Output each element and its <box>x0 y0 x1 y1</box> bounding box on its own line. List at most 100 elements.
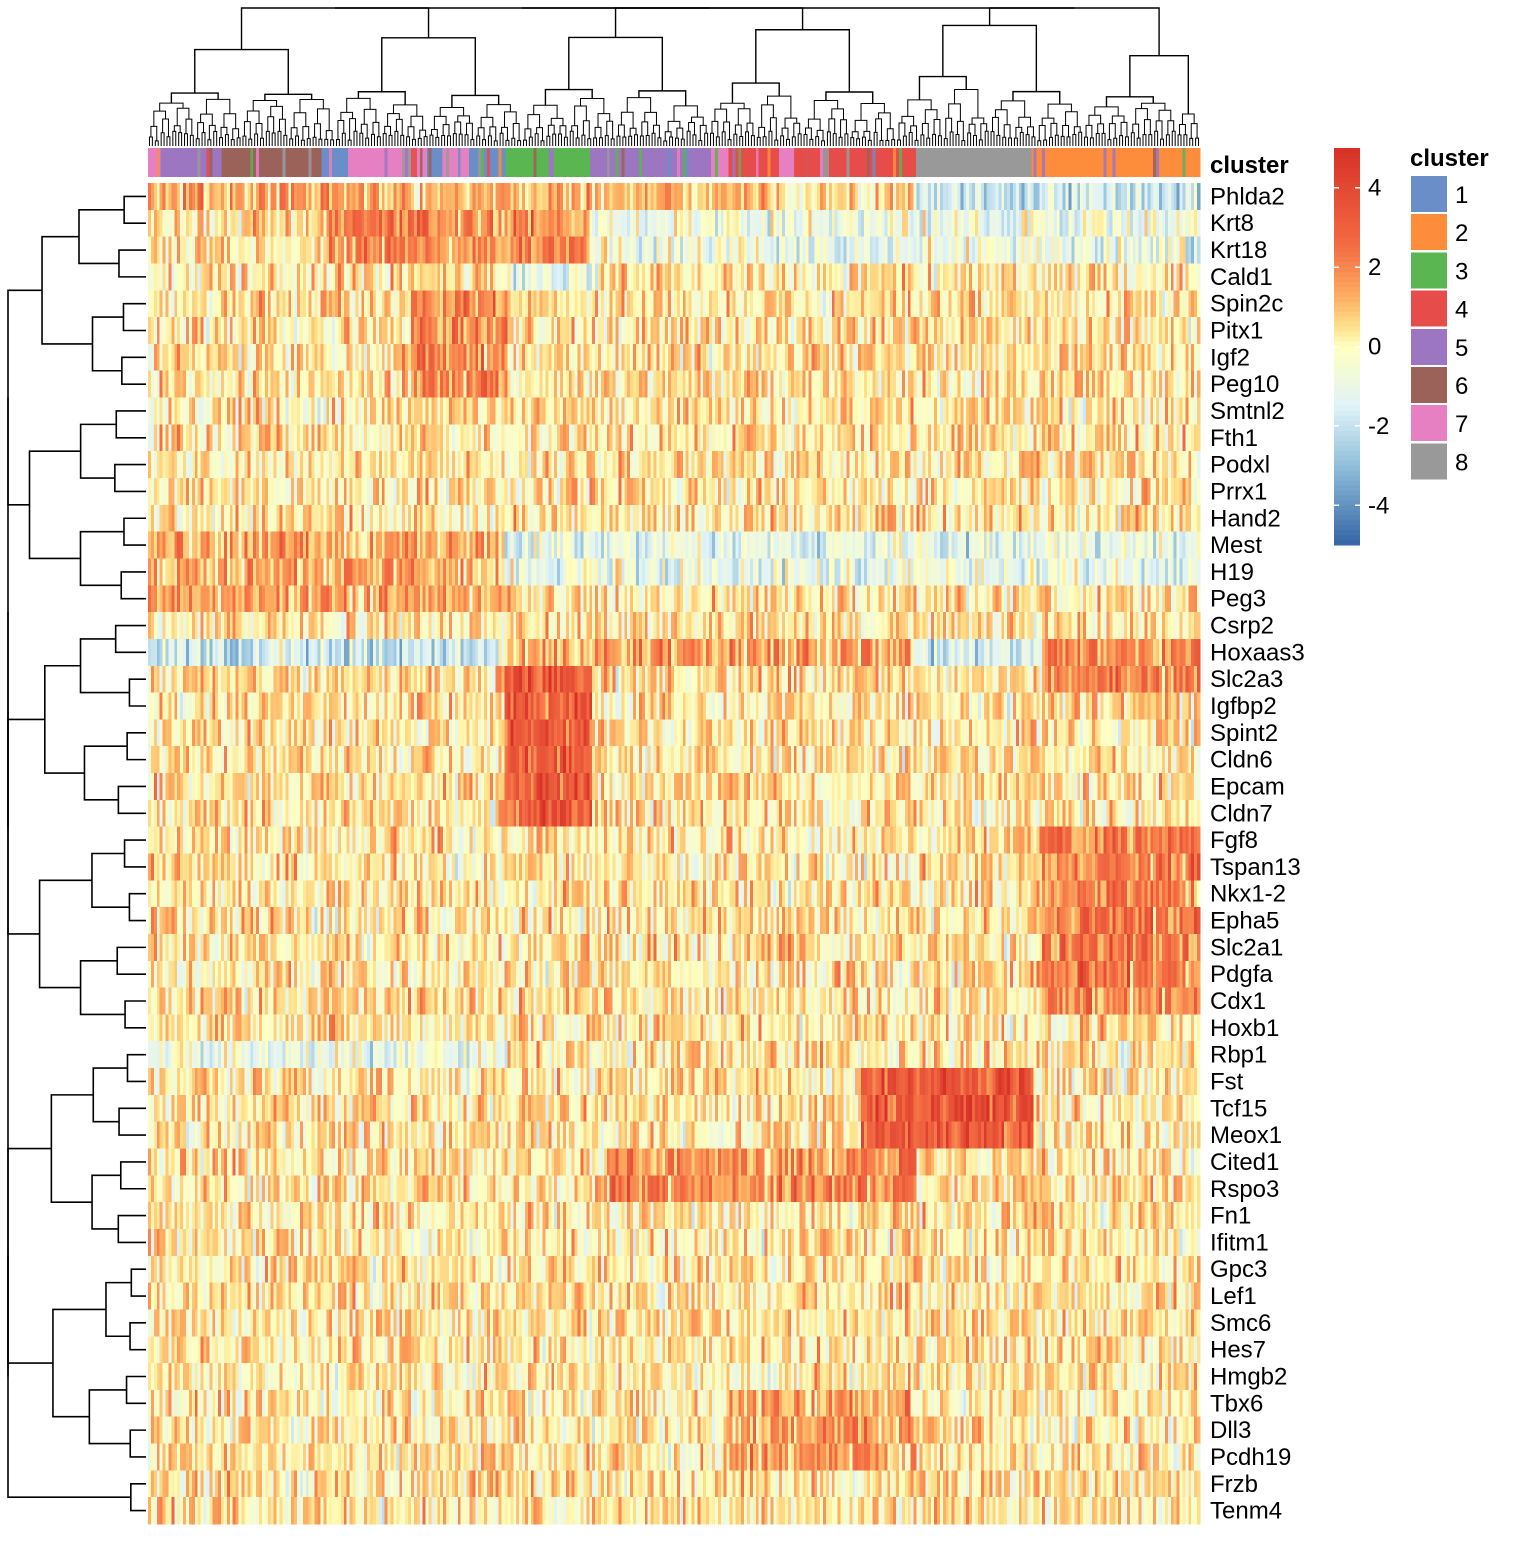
heatmap-cell <box>1054 371 1057 398</box>
heatmap-cell <box>230 424 233 451</box>
heatmap-cell <box>940 398 943 425</box>
heatmap-cell <box>379 237 382 264</box>
heatmap-cell <box>718 317 721 344</box>
column-dendrogram-branch <box>255 134 258 146</box>
column-dendrogram-branch <box>173 131 176 146</box>
heatmap-cell <box>817 398 820 425</box>
heatmap-cell <box>388 317 391 344</box>
heatmap-cell <box>253 344 256 371</box>
heatmap-cell <box>689 237 692 264</box>
heatmap-cell <box>288 183 291 210</box>
heatmap-cell <box>429 290 432 317</box>
heatmap-cell <box>738 451 741 478</box>
heatmap-cell <box>174 263 177 290</box>
heatmap-row-Phlda2 <box>148 183 1200 210</box>
heatmap-cell <box>522 237 525 264</box>
heatmap-cell <box>402 263 405 290</box>
heatmap-cell <box>157 317 160 344</box>
heatmap-cell <box>455 505 458 532</box>
heatmap-cell <box>303 237 306 264</box>
heatmap-cell <box>718 210 721 237</box>
heatmap-cell <box>987 424 990 451</box>
column-dendrogram-branch <box>990 8 1159 56</box>
heatmap-cell <box>332 210 335 237</box>
heatmap-cell <box>627 290 630 317</box>
heatmap-cell <box>455 451 458 478</box>
heatmap-cell <box>797 398 800 425</box>
heatmap-cell <box>686 371 689 398</box>
heatmap-cell <box>949 183 952 210</box>
heatmap-cell <box>592 478 595 505</box>
column-dendrogram-branch <box>769 131 772 146</box>
heatmap-cell <box>902 237 905 264</box>
heatmap-cell <box>262 398 265 425</box>
heatmap-cell <box>446 505 449 532</box>
heatmap-cell <box>195 237 198 264</box>
heatmap-cell <box>1054 478 1057 505</box>
heatmap-cell <box>180 290 183 317</box>
heatmap-cell <box>683 398 686 425</box>
heatmap-cell <box>545 344 548 371</box>
heatmap-cell <box>180 183 183 210</box>
heatmap-cell <box>1080 237 1083 264</box>
heatmap-cell <box>1004 344 1007 371</box>
heatmap-cell <box>881 210 884 237</box>
heatmap-cell <box>776 424 779 451</box>
heatmap-cell <box>1095 210 1098 237</box>
heatmap-cell <box>683 478 686 505</box>
heatmap-cell <box>323 290 326 317</box>
heatmap-cell <box>788 210 791 237</box>
heatmap-cell <box>1104 451 1107 478</box>
heatmap-cell <box>1004 263 1007 290</box>
heatmap-cell <box>578 371 581 398</box>
heatmap-cell <box>545 478 548 505</box>
column-dendrogram-branch <box>962 141 965 146</box>
heatmap-cell <box>452 371 455 398</box>
heatmap-cell <box>1150 317 1153 344</box>
heatmap-cell <box>747 424 750 451</box>
heatmap-cell <box>876 290 879 317</box>
heatmap-cell <box>320 424 323 451</box>
heatmap-cell <box>978 290 981 317</box>
heatmap-cell <box>393 451 396 478</box>
heatmap-cell <box>841 344 844 371</box>
heatmap-cell <box>931 317 934 344</box>
heatmap-cell <box>984 398 987 425</box>
heatmap-cell <box>446 424 449 451</box>
heatmap-cell <box>1185 424 1188 451</box>
heatmap-cell <box>627 263 630 290</box>
heatmap-cell <box>630 344 633 371</box>
row-dendrogram-branch <box>116 411 146 438</box>
heatmap-cell <box>402 237 405 264</box>
heatmap-cell <box>1071 344 1074 371</box>
heatmap-cell <box>838 317 841 344</box>
heatmap-cell <box>183 344 186 371</box>
heatmap-cell <box>163 451 166 478</box>
heatmap-cell <box>1150 398 1153 425</box>
heatmap-cell <box>288 317 291 344</box>
heatmap-cell <box>735 237 738 264</box>
heatmap-cell <box>411 183 414 210</box>
heatmap-cell <box>189 478 192 505</box>
heatmap-cell <box>601 344 604 371</box>
heatmap-cell <box>253 371 256 398</box>
heatmap-cell <box>706 237 709 264</box>
heatmap-cell <box>256 424 259 451</box>
heatmap-cell <box>981 398 984 425</box>
heatmap-cell <box>502 371 505 398</box>
heatmap-cell <box>937 210 940 237</box>
heatmap-cell <box>905 344 908 371</box>
heatmap-cell <box>580 344 583 371</box>
heatmap-cell <box>531 344 534 371</box>
heatmap-cell <box>715 478 718 505</box>
heatmap-cell <box>1054 210 1057 237</box>
heatmap-cell <box>247 210 250 237</box>
heatmap-cell <box>791 344 794 371</box>
heatmap-cell <box>259 210 262 237</box>
heatmap-cell <box>756 210 759 237</box>
heatmap-cell <box>204 210 207 237</box>
heatmap-cell <box>1156 398 1159 425</box>
heatmap-cell <box>832 344 835 371</box>
heatmap-cell <box>589 317 592 344</box>
heatmap-cell <box>1168 210 1171 237</box>
